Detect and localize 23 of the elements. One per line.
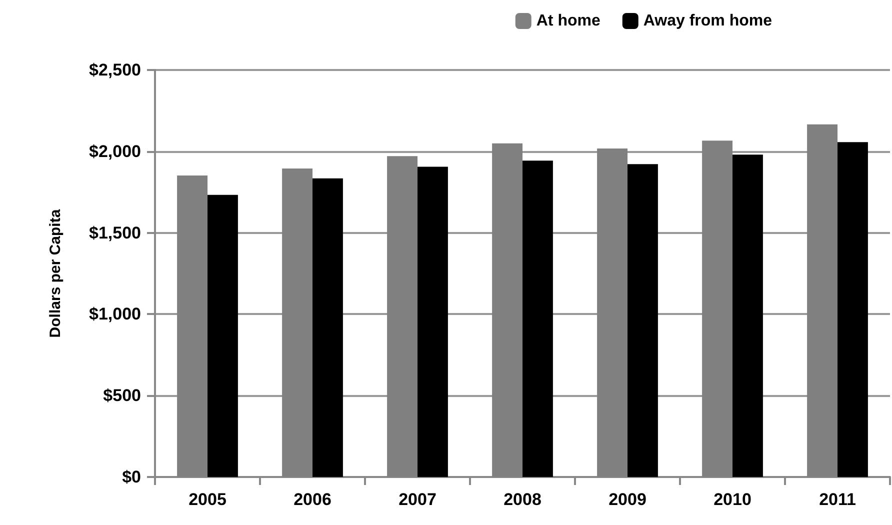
bar bbox=[628, 164, 658, 477]
x-tick-label: 2006 bbox=[294, 490, 332, 509]
y-tick-label: $1,500 bbox=[89, 223, 141, 242]
bar bbox=[838, 142, 868, 477]
bar bbox=[418, 166, 448, 477]
x-tick-label: 2011 bbox=[819, 490, 856, 509]
x-tick-label: 2009 bbox=[608, 490, 646, 509]
y-tick-label: $2,000 bbox=[89, 142, 141, 161]
y-tick-label: $1,000 bbox=[89, 304, 141, 324]
x-tick-label: 2007 bbox=[398, 490, 436, 509]
y-tick-label: $500 bbox=[103, 386, 141, 406]
x-tick-label: 2005 bbox=[188, 490, 226, 509]
legend-label: At home bbox=[536, 12, 600, 30]
legend-label: Away from home bbox=[643, 12, 772, 30]
bar bbox=[208, 194, 238, 477]
y-tick-label: $0 bbox=[122, 468, 141, 486]
x-tick-label: 2008 bbox=[504, 490, 542, 509]
y-axis-title: Dollars per Capita bbox=[47, 208, 64, 338]
bar bbox=[732, 154, 763, 477]
bar bbox=[522, 160, 553, 477]
y-tick-label: $2,500 bbox=[89, 60, 141, 80]
bar bbox=[312, 178, 343, 477]
x-tick-label: 2010 bbox=[714, 490, 752, 509]
